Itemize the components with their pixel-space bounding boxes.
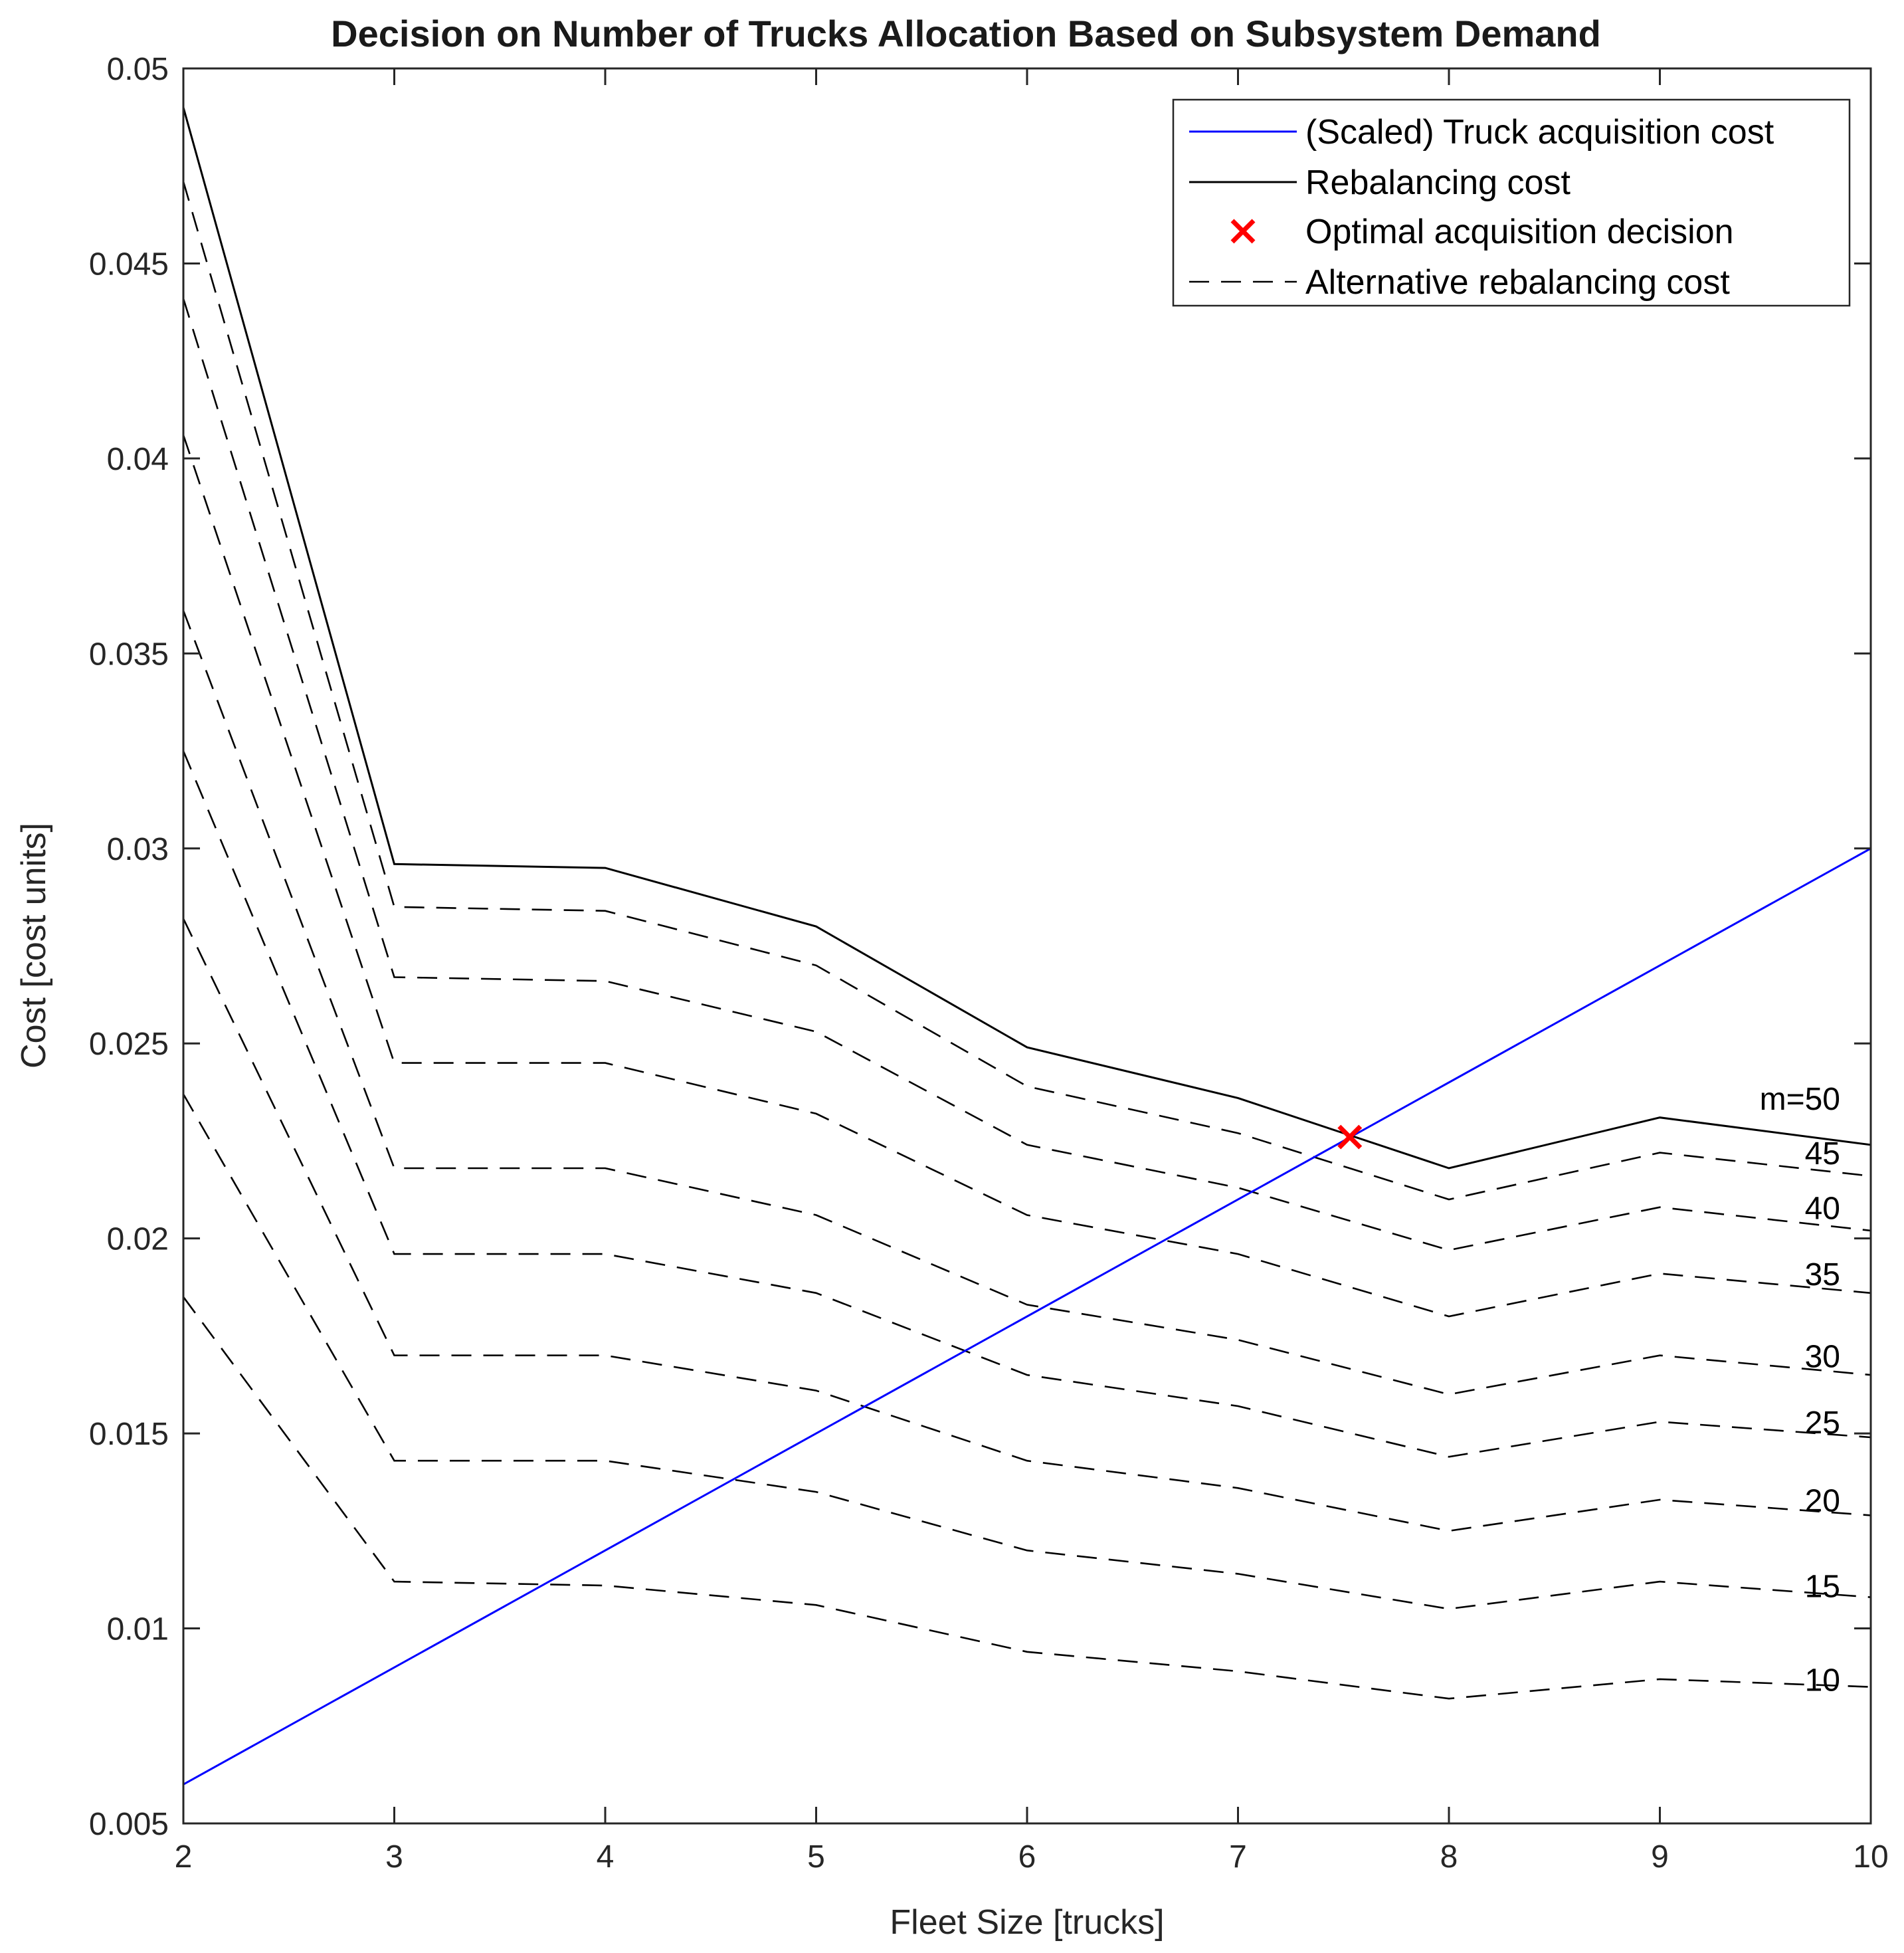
alternative-rebalancing-line-25 xyxy=(182,750,1871,1458)
curve-label-10: 10 xyxy=(1805,1663,1840,1698)
legend-label-3: Alternative rebalancing cost xyxy=(1305,263,1730,302)
x-tick-label-3: 3 xyxy=(385,1839,403,1875)
curve-label-30: 30 xyxy=(1805,1339,1840,1374)
legend-label-0: (Scaled) Truck acquisition cost xyxy=(1305,113,1774,152)
alternative-rebalancing-line-35 xyxy=(182,435,1871,1318)
acquisition-cost-line xyxy=(183,847,1871,1786)
y-tick-label-5: 0.03 xyxy=(107,832,169,867)
y-tick-label-7: 0.04 xyxy=(107,442,169,477)
curve-label-35: 35 xyxy=(1805,1257,1840,1292)
alternative-rebalancing-line-40 xyxy=(182,298,1871,1251)
curve-label-50: m=50 xyxy=(1760,1082,1840,1117)
curve-label-25: 25 xyxy=(1805,1405,1840,1441)
legend-swatch-optimal-b xyxy=(1230,219,1256,244)
x-tick-label-6: 6 xyxy=(1018,1839,1036,1875)
curve-label-15: 15 xyxy=(1805,1570,1840,1605)
optimal-decision-marker xyxy=(1337,1124,1363,1150)
x-tick-label-8: 8 xyxy=(1440,1839,1458,1875)
axis-ticks: 2 3 4 5 6 7 8 9 100.0050.010.0150.020.0250.030.0… xyxy=(89,52,1889,1875)
legend-box xyxy=(1172,98,1851,307)
curve-label-40: 40 xyxy=(1805,1191,1840,1226)
x-tick-label-4: 4 xyxy=(597,1839,615,1875)
x-axis-label: Fleet Size [trucks] xyxy=(890,1903,1164,1942)
axes-box xyxy=(182,67,1872,1825)
plot-area: m=50 45 40 35 30 25 20 15 10 xyxy=(182,107,1871,1786)
y-tick-label-0: 0.005 xyxy=(89,1807,169,1842)
alternative-rebalancing-line-30 xyxy=(182,610,1871,1395)
y-tick-label-1: 0.01 xyxy=(107,1612,169,1647)
rebalancing-cost-line xyxy=(182,107,1871,1170)
legend-label-2: Optimal acquisition decision xyxy=(1305,213,1734,251)
alternative-rebalancing-line-15 xyxy=(182,1093,1871,1610)
y-tick-label-9: 0.05 xyxy=(107,52,169,87)
legend-label-1: Rebalancing cost xyxy=(1305,163,1571,202)
curve-label-20: 20 xyxy=(1805,1484,1840,1519)
y-tick-label-3: 0.02 xyxy=(107,1222,169,1257)
y-tick-label-4: 0.025 xyxy=(89,1027,169,1062)
y-tick-label-8: 0.045 xyxy=(89,247,169,282)
y-axis-label: Cost [cost units] xyxy=(15,823,53,1069)
optimal-marker-stroke-b xyxy=(1337,1124,1363,1150)
x-tick-label-2: 2 xyxy=(175,1839,193,1875)
curve-label-45: 45 xyxy=(1805,1136,1840,1172)
alternative-rebalancing-line-10 xyxy=(182,1296,1871,1700)
alternative-rebalancing-line-20 xyxy=(182,918,1871,1532)
x-tick-label-5: 5 xyxy=(807,1839,825,1875)
x-tick-label-10: 10 xyxy=(1853,1839,1888,1875)
y-tick-label-6: 0.035 xyxy=(89,637,169,672)
x-tick-label-7: 7 xyxy=(1229,1839,1247,1875)
y-tick-label-2: 0.015 xyxy=(89,1417,169,1452)
x-tick-label-9: 9 xyxy=(1651,1839,1669,1875)
legend: (Scaled) Truck acquisition cost Rebalanci… xyxy=(1172,98,1851,307)
chart-title: Decision on Number of Trucks Allocation … xyxy=(331,13,1601,54)
